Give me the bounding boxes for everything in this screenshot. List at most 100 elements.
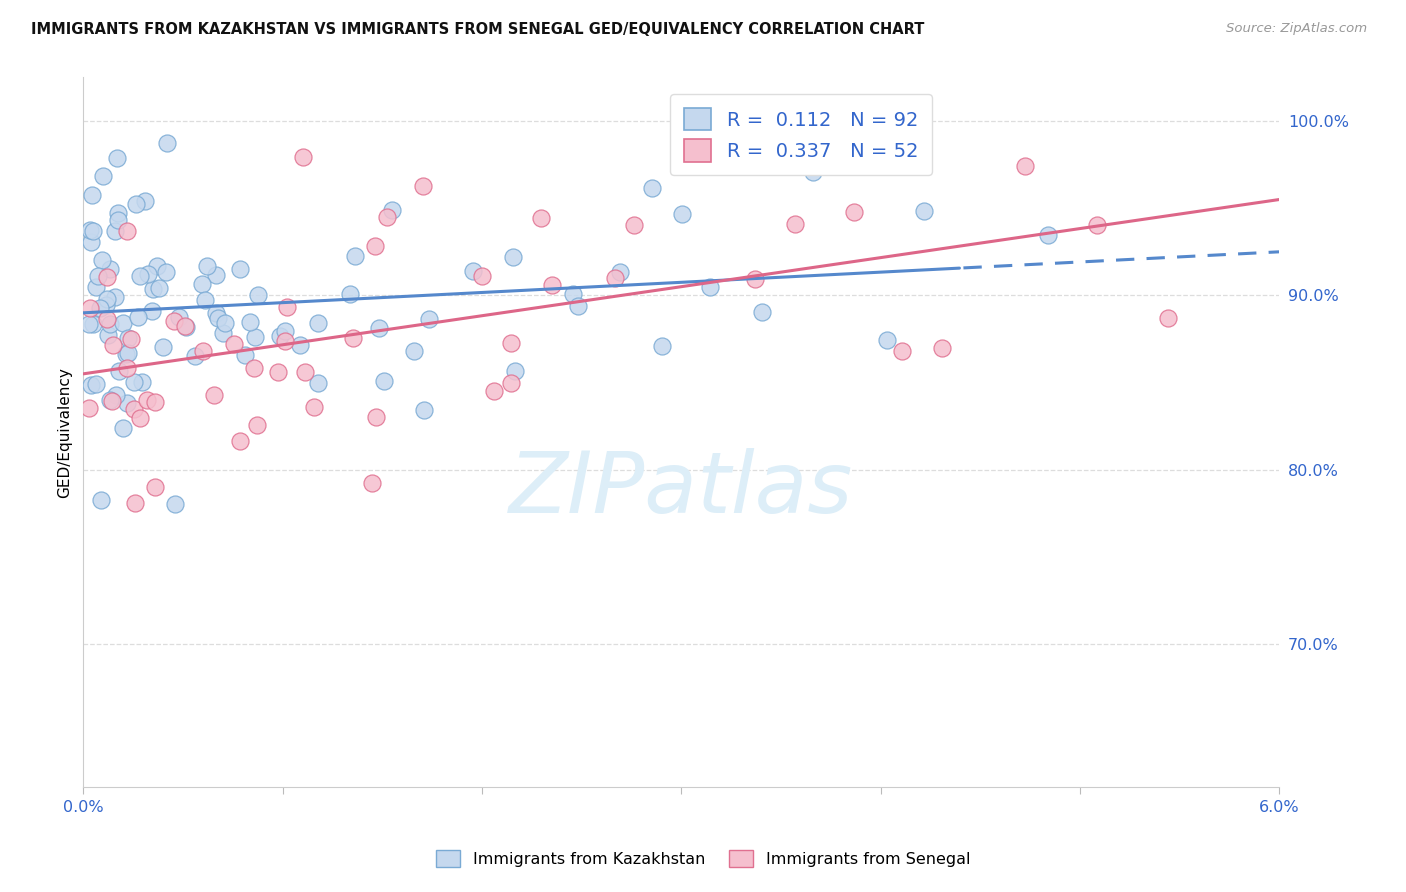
Point	[96, 298, 118, 312]
Point	[499, 376, 522, 390]
Point	[562, 287, 585, 301]
Point	[609, 265, 631, 279]
Point	[402, 343, 425, 358]
Point	[184, 349, 207, 363]
Point	[294, 365, 316, 379]
Point	[1014, 159, 1036, 173]
Point	[233, 348, 256, 362]
Point	[266, 365, 288, 379]
Point	[141, 304, 163, 318]
Point	[842, 205, 865, 219]
Point	[80, 187, 103, 202]
Point	[228, 261, 250, 276]
Point	[205, 268, 228, 282]
Point	[342, 331, 364, 345]
Point	[104, 290, 127, 304]
Point	[1085, 219, 1108, 233]
Point	[124, 495, 146, 509]
Point	[204, 388, 226, 402]
Point	[197, 259, 219, 273]
Point	[77, 401, 100, 416]
Point	[239, 315, 262, 329]
Point	[167, 310, 190, 324]
Point	[108, 364, 131, 378]
Point	[367, 321, 389, 335]
Point	[503, 363, 526, 377]
Point	[744, 272, 766, 286]
Point	[269, 329, 291, 343]
Point	[891, 343, 914, 358]
Point	[115, 361, 138, 376]
Point	[502, 250, 524, 264]
Point	[273, 334, 295, 349]
Point	[530, 211, 553, 225]
Point	[84, 377, 107, 392]
Point	[115, 347, 138, 361]
Point	[364, 239, 387, 253]
Point	[194, 293, 217, 308]
Point	[105, 152, 128, 166]
Point	[245, 330, 267, 344]
Point	[751, 305, 773, 319]
Point	[104, 224, 127, 238]
Point	[605, 271, 627, 285]
Point	[146, 259, 169, 273]
Point	[361, 475, 384, 490]
Point	[482, 384, 505, 398]
Point	[307, 317, 329, 331]
Point	[117, 396, 139, 410]
Text: IMMIGRANTS FROM KAZAKHSTAN VS IMMIGRANTS FROM SENEGAL GED/EQUIVALENCY CORRELATIO: IMMIGRANTS FROM KAZAKHSTAN VS IMMIGRANTS…	[31, 22, 924, 37]
Point	[418, 311, 440, 326]
Point	[205, 306, 228, 320]
Point	[1157, 310, 1180, 325]
Point	[912, 204, 935, 219]
Point	[104, 388, 127, 402]
Point	[229, 434, 252, 449]
Point	[101, 394, 124, 409]
Point	[117, 224, 139, 238]
Point	[276, 300, 298, 314]
Point	[107, 206, 129, 220]
Point	[120, 332, 142, 346]
Point	[134, 194, 156, 208]
Point	[640, 181, 662, 195]
Point	[122, 402, 145, 417]
Point	[343, 249, 366, 263]
Point	[801, 165, 824, 179]
Point	[125, 197, 148, 211]
Point	[651, 338, 673, 352]
Text: Source: ZipAtlas.com: Source: ZipAtlas.com	[1226, 22, 1367, 36]
Point	[98, 261, 121, 276]
Point	[97, 328, 120, 343]
Point	[381, 202, 404, 217]
Point	[80, 377, 103, 392]
Point	[1036, 227, 1059, 242]
Point	[222, 337, 245, 351]
Point	[87, 269, 110, 284]
Point	[246, 418, 269, 433]
Point	[214, 317, 236, 331]
Point	[307, 376, 329, 391]
Point	[117, 331, 139, 345]
Point	[112, 421, 135, 435]
Point	[111, 316, 134, 330]
Point	[783, 217, 806, 231]
Point	[131, 375, 153, 389]
Y-axis label: GED/Equivalency: GED/Equivalency	[58, 367, 72, 498]
Legend: Immigrants from Kazakhstan, Immigrants from Senegal: Immigrants from Kazakhstan, Immigrants f…	[429, 843, 977, 873]
Point	[461, 264, 484, 278]
Point	[876, 334, 898, 348]
Point	[373, 374, 395, 388]
Point	[176, 319, 198, 334]
Point	[412, 178, 434, 193]
Point	[79, 223, 101, 237]
Point	[800, 145, 823, 159]
Text: ZIPatlas: ZIPatlas	[509, 448, 853, 531]
Point	[96, 312, 118, 326]
Point	[143, 394, 166, 409]
Point	[80, 235, 103, 249]
Point	[117, 345, 139, 359]
Point	[366, 409, 388, 424]
Point	[79, 301, 101, 316]
Point	[90, 493, 112, 508]
